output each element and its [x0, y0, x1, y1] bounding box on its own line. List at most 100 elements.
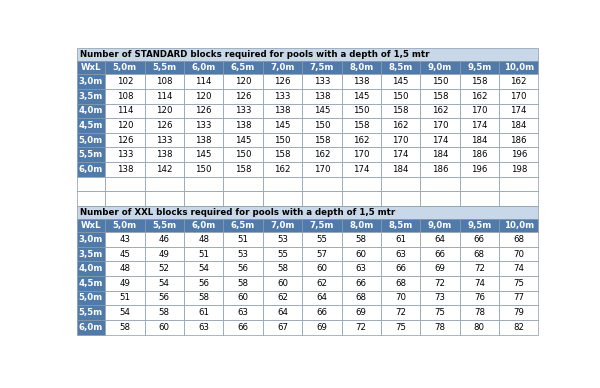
Bar	[420, 320, 460, 334]
Bar	[302, 177, 341, 191]
Bar	[381, 104, 420, 118]
Bar	[420, 262, 460, 276]
Text: 5,5m: 5,5m	[152, 63, 176, 72]
Text: 73: 73	[434, 293, 445, 303]
Text: 62: 62	[316, 279, 328, 288]
Text: 60: 60	[316, 264, 328, 273]
Bar	[263, 262, 302, 276]
Text: 58: 58	[198, 293, 209, 303]
Text: 102: 102	[116, 77, 133, 86]
Text: 170: 170	[511, 92, 527, 101]
Text: 158: 158	[392, 106, 409, 115]
Text: 64: 64	[316, 293, 328, 303]
Bar	[460, 147, 499, 162]
Bar	[381, 147, 420, 162]
Text: 9,5m: 9,5m	[467, 221, 491, 230]
Bar	[499, 177, 538, 191]
Bar	[499, 133, 538, 147]
Bar	[499, 262, 538, 276]
Bar	[302, 247, 341, 262]
Bar	[341, 232, 381, 247]
Bar	[77, 118, 105, 133]
Text: 78: 78	[474, 308, 485, 317]
Text: 145: 145	[196, 150, 212, 159]
Bar	[499, 232, 538, 247]
Text: 162: 162	[511, 77, 527, 86]
Bar	[302, 191, 341, 206]
Bar	[460, 276, 499, 291]
Bar	[499, 162, 538, 177]
Text: 162: 162	[274, 165, 291, 174]
Bar	[223, 262, 263, 276]
Text: 7,5m: 7,5m	[310, 63, 334, 72]
Bar	[302, 118, 341, 133]
Bar	[105, 262, 145, 276]
Bar	[223, 291, 263, 305]
Bar	[184, 232, 223, 247]
Bar	[341, 291, 381, 305]
Bar	[263, 104, 302, 118]
Bar	[499, 247, 538, 262]
Text: 3,5m: 3,5m	[79, 249, 103, 258]
Bar	[420, 89, 460, 104]
Text: 82: 82	[513, 323, 524, 332]
Text: 150: 150	[196, 165, 212, 174]
Bar	[341, 177, 381, 191]
Bar	[263, 276, 302, 291]
Bar	[499, 291, 538, 305]
Text: 162: 162	[353, 136, 370, 145]
Bar	[105, 147, 145, 162]
Bar	[341, 305, 381, 320]
Bar	[381, 118, 420, 133]
Text: 63: 63	[198, 323, 209, 332]
Bar	[420, 232, 460, 247]
Bar	[381, 247, 420, 262]
Text: 8,0m: 8,0m	[349, 221, 373, 230]
Text: 56: 56	[238, 264, 248, 273]
Bar	[223, 247, 263, 262]
Bar	[105, 247, 145, 262]
Text: 6,5m: 6,5m	[231, 221, 255, 230]
Text: 174: 174	[471, 121, 488, 130]
Bar	[499, 305, 538, 320]
Text: 4,5m: 4,5m	[79, 121, 103, 130]
Text: 170: 170	[353, 150, 370, 159]
Text: 66: 66	[238, 323, 248, 332]
Bar	[499, 219, 538, 232]
Text: 170: 170	[471, 106, 488, 115]
Text: 56: 56	[159, 293, 170, 303]
Text: 60: 60	[159, 323, 170, 332]
Bar	[460, 232, 499, 247]
Bar	[341, 219, 381, 232]
Bar	[184, 219, 223, 232]
Bar	[145, 276, 184, 291]
Bar	[184, 191, 223, 206]
Text: 114: 114	[156, 92, 173, 101]
Bar	[460, 104, 499, 118]
Bar	[381, 89, 420, 104]
Bar	[105, 232, 145, 247]
Bar	[341, 247, 381, 262]
Text: 7,0m: 7,0m	[270, 221, 295, 230]
Text: 184: 184	[432, 150, 448, 159]
Text: 138: 138	[235, 121, 251, 130]
Text: 68: 68	[474, 249, 485, 258]
Text: 54: 54	[198, 264, 209, 273]
Text: 54: 54	[159, 279, 170, 288]
Bar	[263, 320, 302, 334]
Bar	[145, 305, 184, 320]
Bar	[223, 191, 263, 206]
Text: 75: 75	[395, 323, 406, 332]
Bar	[105, 191, 145, 206]
Bar	[263, 219, 302, 232]
Bar	[77, 276, 105, 291]
Text: 53: 53	[277, 235, 288, 244]
Bar	[499, 320, 538, 334]
Text: 49: 49	[159, 249, 170, 258]
Bar	[105, 74, 145, 89]
Text: 5,5m: 5,5m	[152, 221, 176, 230]
Bar	[223, 104, 263, 118]
Text: 58: 58	[159, 308, 170, 317]
Text: 63: 63	[238, 308, 248, 317]
Bar	[77, 89, 105, 104]
